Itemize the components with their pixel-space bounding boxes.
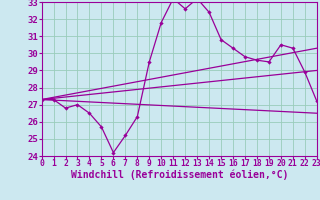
X-axis label: Windchill (Refroidissement éolien,°C): Windchill (Refroidissement éolien,°C) xyxy=(70,170,288,180)
